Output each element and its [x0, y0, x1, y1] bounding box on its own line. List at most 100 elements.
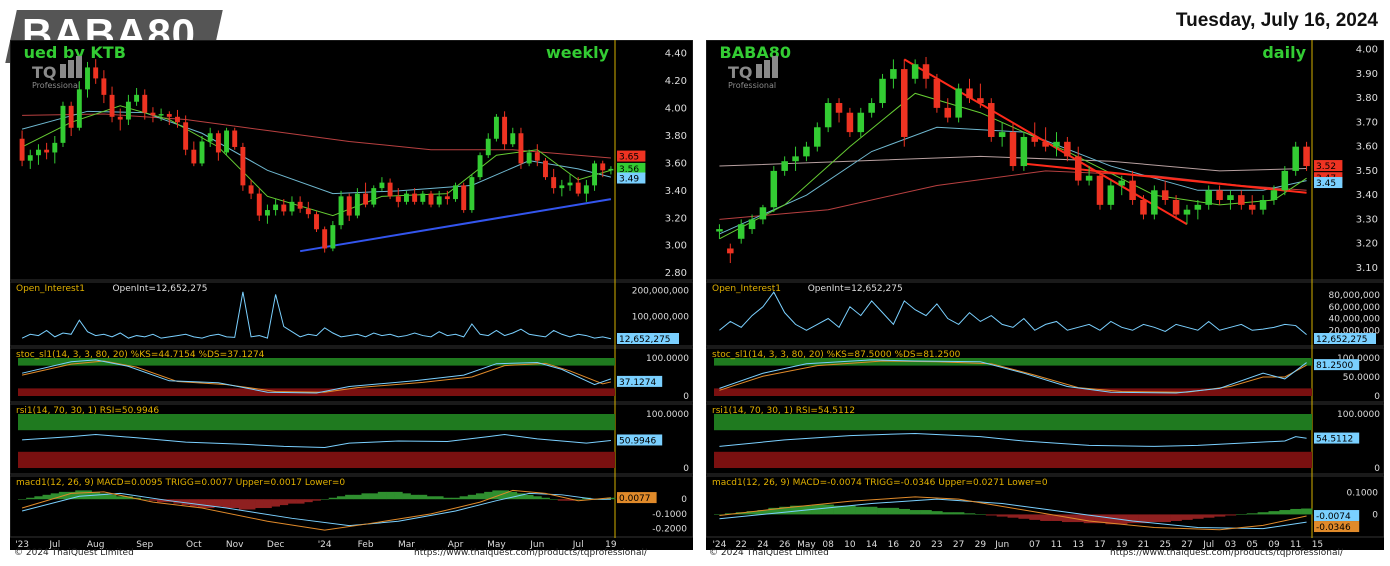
weekly-timeframe: weekly [546, 43, 610, 62]
weekly-candle [543, 160, 548, 178]
weekly-macd-histogram-bar [606, 497, 616, 500]
daily-macd-histogram-bar [714, 514, 726, 515]
daily-candle [1183, 209, 1191, 215]
weekly-macd-histogram-bar [296, 499, 305, 504]
weekly-macd-histogram-bar [50, 493, 60, 500]
daily-candle [814, 127, 821, 147]
weekly-candle [412, 193, 418, 202]
daily-x-tick: 10 [844, 540, 856, 550]
daily-macd-trigger-current: -0.0346 [1316, 523, 1351, 533]
weekly-macd-histogram-bar [328, 497, 338, 500]
weekly-macd-histogram-bar [492, 490, 501, 500]
daily-candle [890, 69, 897, 79]
weekly-candle [363, 193, 369, 205]
daily-stoc-tick: 100.0000 [1337, 354, 1380, 364]
daily-watermark-sub: Professional [728, 81, 776, 90]
daily-x-axis-band [706, 538, 1384, 550]
weekly-x-tick: Dec [267, 540, 284, 550]
daily-candle [1009, 132, 1017, 167]
daily-price-label-box [1314, 177, 1343, 189]
weekly-candle [592, 163, 598, 186]
daily-x-tick: 08 [822, 540, 834, 550]
daily-candle [857, 112, 865, 133]
weekly-price-tick: 3.80 [665, 131, 687, 142]
weekly-rsi-label: rsi1(14, 70, 30, 1) RSI=50.9946 [16, 406, 159, 416]
daily-macd-tick: 0 [1372, 510, 1378, 520]
weekly-macd-histogram-bar [279, 499, 289, 506]
weekly-stoc-d-line [21, 360, 612, 393]
weekly-footer-copyright: © 2024 ThaiQuest Limited [14, 548, 134, 558]
daily-oi-tick: 80,000,000 [1328, 291, 1380, 301]
weekly-macd-histogram-bar [189, 499, 199, 507]
daily-macd-trigger-current-box [1314, 521, 1360, 533]
weekly-macd-histogram-bar [26, 497, 35, 500]
daily-macd-histogram-bar [833, 505, 845, 515]
daily-price-tick: 3.50 [1356, 166, 1378, 177]
weekly-price-label-box [617, 162, 646, 174]
daily-candle [1064, 141, 1071, 157]
weekly-candle [461, 185, 467, 211]
daily-x-tick: 22 [735, 540, 746, 550]
weekly-macd-histogram-bar [402, 493, 411, 500]
weekly-macd-histogram-bar [361, 493, 370, 500]
daily-macd-histogram-bar [1072, 514, 1084, 523]
daily-macd-histogram-bar [1007, 514, 1019, 518]
weekly-watermark-sub: Professional [32, 81, 80, 90]
daily-macd-histogram-bar [1018, 514, 1030, 519]
weekly-candle [477, 155, 483, 178]
daily-price-label-box [1314, 160, 1343, 172]
daily-price-tick: 3.80 [1356, 93, 1378, 104]
weekly-rsi-current: 50.9946 [619, 436, 656, 446]
daily-x-tick: 07 [1029, 540, 1040, 550]
weekly-candle [134, 94, 140, 102]
weekly-x-axis-band [10, 538, 693, 550]
weekly-macd-histogram-bar [484, 491, 493, 500]
weekly-stoc-overbought-zone [18, 358, 615, 366]
daily-macd-histogram-bar [1170, 514, 1182, 521]
weekly-candle [142, 94, 148, 113]
weekly-macd-histogram-bar [459, 496, 469, 500]
weekly-price-tick: 4.00 [665, 104, 687, 115]
daily-panel-frame [706, 40, 1384, 281]
weekly-candle [27, 155, 33, 161]
weekly-macd-histogram-bar [287, 499, 297, 504]
weekly-panel-frame [10, 40, 693, 281]
daily-x-tick: 05 [1246, 540, 1257, 550]
weekly-macd-current-box [617, 492, 657, 504]
daily-candle [803, 146, 810, 157]
weekly-candle [52, 142, 58, 153]
weekly-candle [371, 188, 377, 205]
daily-candle [1194, 204, 1202, 210]
daily-x-tick: 26 [779, 540, 791, 550]
daily-moving-average-1 [719, 155, 1307, 172]
weekly-watermark-bar-3 [76, 56, 82, 78]
daily-macd-histogram-bar [942, 512, 954, 515]
daily-x-tick: Jun [994, 540, 1009, 550]
daily-candle [1227, 195, 1234, 200]
weekly-stoc-current-box [617, 375, 663, 387]
weekly-candle [60, 105, 66, 143]
weekly-candle [551, 177, 557, 189]
weekly-candle [256, 193, 262, 216]
weekly-candle [273, 204, 279, 211]
weekly-candle [183, 122, 189, 150]
weekly-candle [101, 78, 107, 95]
daily-candle [1020, 136, 1028, 167]
weekly-candle [109, 94, 115, 117]
daily-rsi-current: 54.5112 [1316, 435, 1353, 445]
weekly-candle [240, 146, 246, 186]
weekly-candle [583, 185, 589, 194]
weekly-candle [191, 149, 197, 164]
weekly-macd-current: 0.0077 [619, 494, 651, 504]
weekly-macd-tick: -0.1000 [652, 510, 687, 520]
daily-stoc-tick: 50.0000 [1343, 373, 1380, 383]
daily-macd-histogram-bar [757, 510, 769, 515]
daily-macd-histogram-bar [1148, 514, 1161, 523]
daily-macd-histogram-bar [996, 514, 1008, 517]
weekly-price-label-box [617, 172, 646, 184]
weekly-candle [281, 204, 287, 212]
daily-candle [879, 78, 886, 104]
weekly-macd-trigger-line [21, 492, 611, 527]
